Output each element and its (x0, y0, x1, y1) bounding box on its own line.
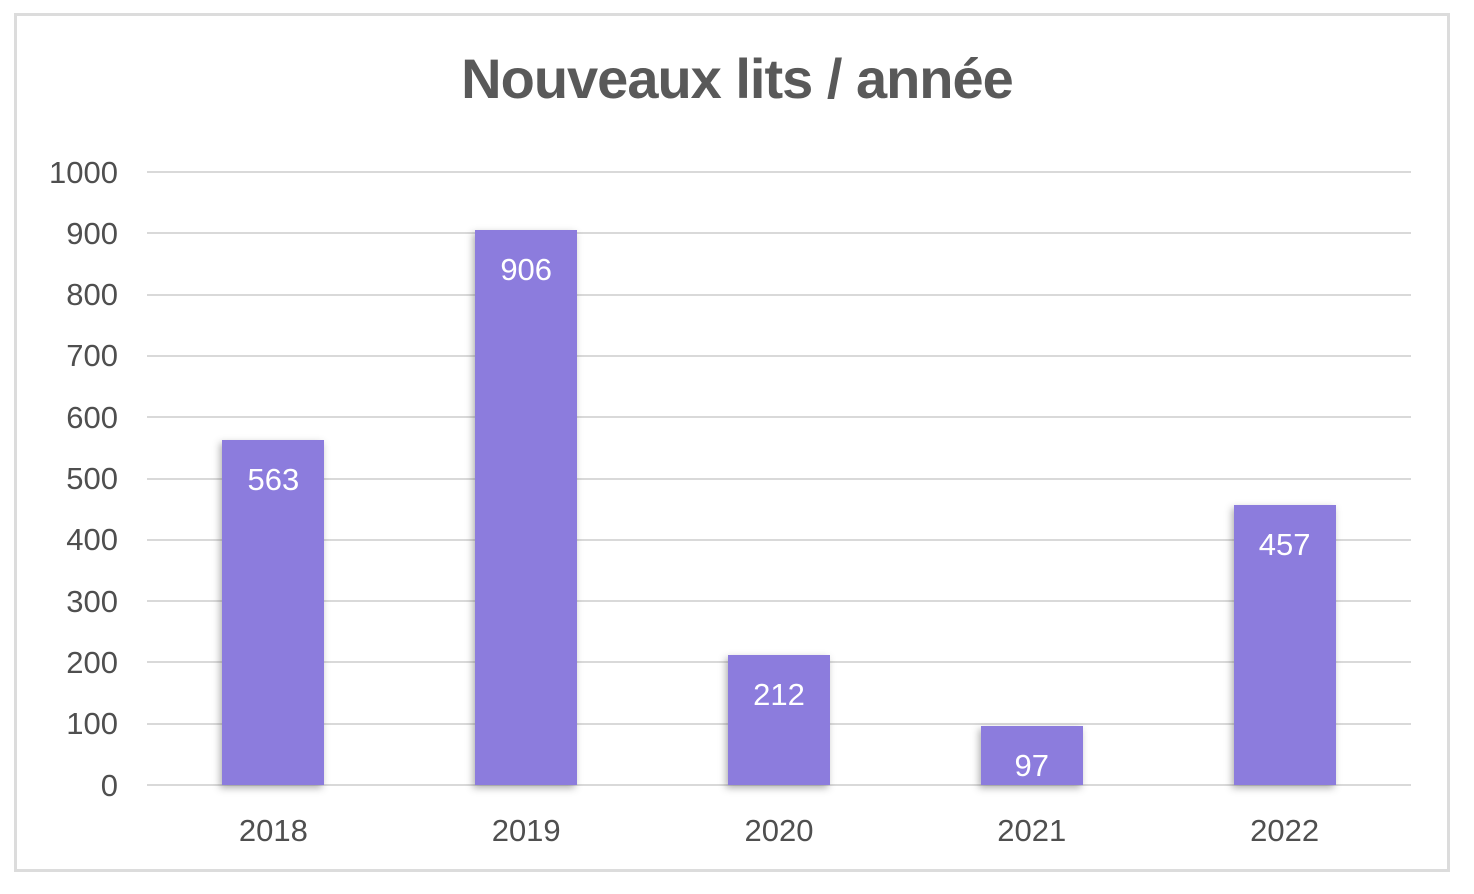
y-gridline (147, 293, 1411, 296)
y-axis-tick-label: 500 (66, 461, 118, 496)
x-axis-category-label: 2018 (238, 813, 308, 848)
bar-data-label: 212 (753, 677, 805, 713)
x-axis-category-label: 2022 (1250, 813, 1320, 848)
y-gridline (147, 600, 1411, 603)
bar: 563 (222, 439, 325, 785)
x-axis-category-label: 2021 (997, 813, 1067, 848)
bar-data-label: 906 (500, 251, 553, 287)
bar: 97 (980, 725, 1083, 785)
y-gridline (147, 232, 1411, 235)
y-gridline (147, 538, 1411, 541)
y-gridline (147, 354, 1411, 357)
y-axis-tick-label: 1000 (49, 154, 118, 190)
bar-data-label: 97 (1014, 747, 1050, 783)
y-axis-tick-label: 600 (66, 399, 118, 435)
bar: 212 (728, 655, 830, 785)
x-axis-category-label: 2019 (491, 813, 561, 848)
y-axis-tick-label: 700 (66, 338, 118, 374)
bar: 457 (1233, 504, 1336, 785)
y-axis-tick-label: 300 (66, 583, 118, 619)
y-axis-tick-label: 900 (66, 215, 118, 251)
bar: 906 (475, 229, 578, 785)
y-axis-tick-label: 0 (100, 767, 118, 803)
y-gridline (147, 171, 1411, 173)
x-axis-category-label: 2020 (744, 813, 814, 848)
y-gridline (147, 784, 1411, 786)
y-axis-tick-label: 200 (66, 644, 118, 680)
y-gridline (147, 477, 1411, 480)
y-axis-tick-label: 400 (66, 522, 118, 558)
y-gridline (147, 416, 1411, 419)
chart-title: Nouveaux lits / année (461, 47, 1014, 110)
bar-data-label: 563 (247, 461, 300, 497)
y-axis-tick-label: 800 (66, 277, 118, 313)
y-axis-tick-label: 100 (66, 706, 118, 742)
bar-data-label: 457 (1258, 526, 1311, 562)
